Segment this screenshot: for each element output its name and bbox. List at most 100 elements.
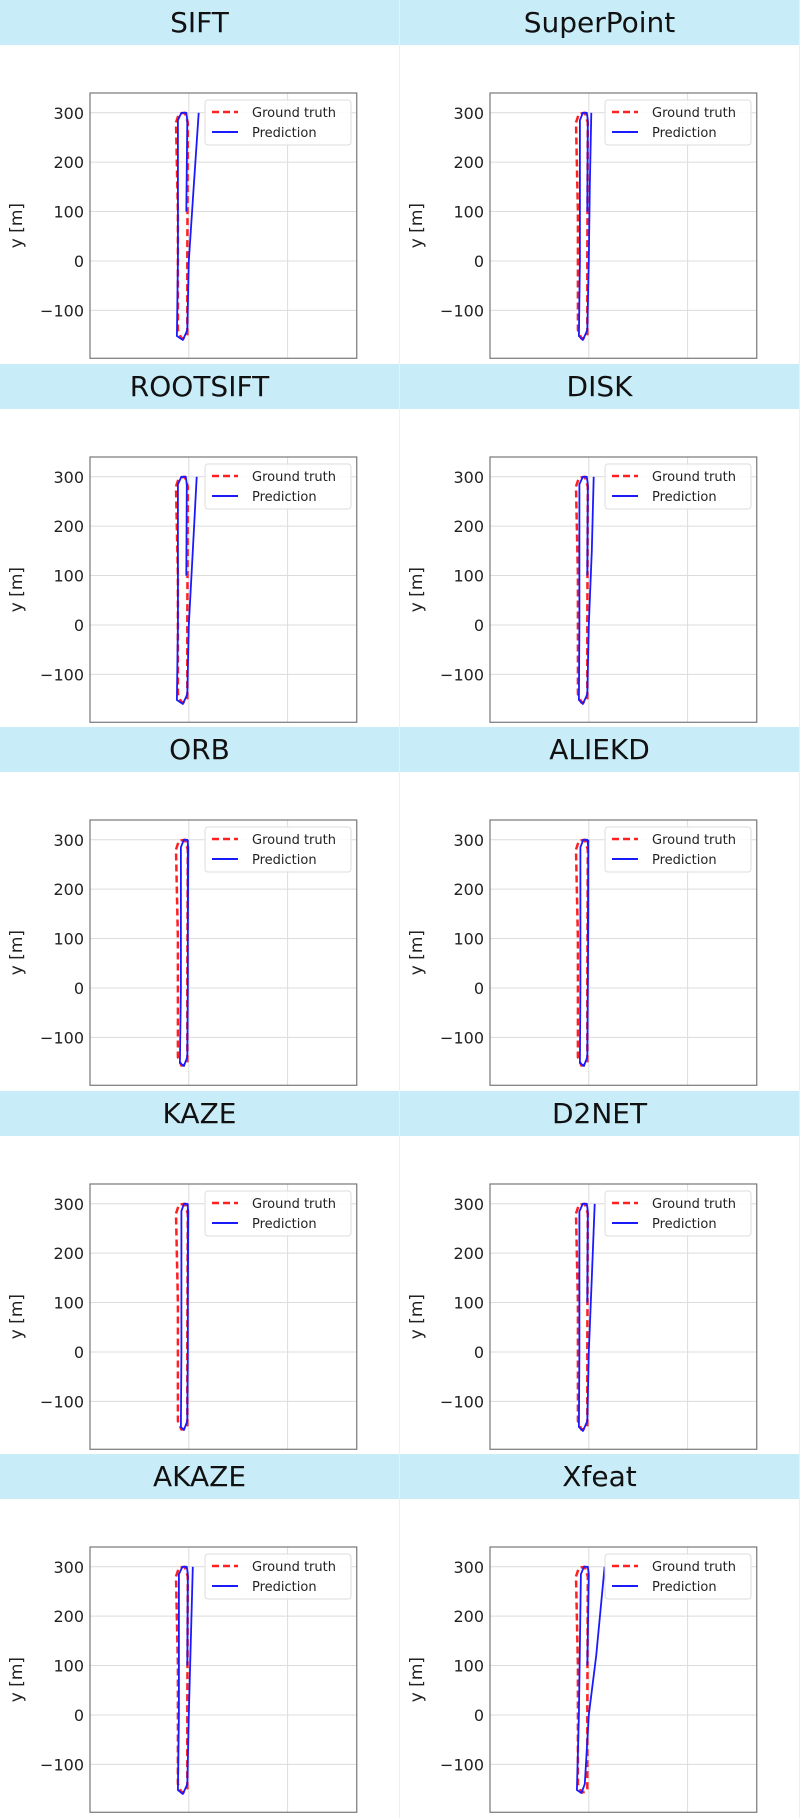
legend-ground-truth-label: Ground truth [252, 106, 336, 121]
axes-frame [89, 92, 358, 359]
y-tick-label: 200 [53, 1608, 84, 1627]
y-tick-label: 100 [53, 1657, 84, 1676]
trajectory-panel: KAZE−2000200−1000100200300x [m]y [m]Grou… [0, 1090, 400, 1455]
y-tick-label: 200 [53, 880, 84, 899]
y-tick-label: 200 [453, 1244, 484, 1263]
y-tick-label: 0 [474, 1706, 484, 1725]
panel-title: ALIEKD [400, 727, 799, 773]
legend: Ground truth Prediction [604, 826, 752, 873]
legend-ground-truth-label: Ground truth [252, 1560, 336, 1575]
axes-frame [489, 819, 758, 1087]
legend-ground-truth-label: Ground truth [652, 833, 736, 848]
legend: Ground truth Prediction [604, 1553, 752, 1600]
legend-prediction-label: Prediction [252, 853, 317, 868]
trajectory-plot: −2000200−1000100200300x [m]y [m]Ground t… [407, 455, 758, 723]
y-tick-label: −100 [440, 1029, 484, 1048]
y-tick-label: 300 [53, 1558, 84, 1577]
trajectory-panel: D2NET −2000200−1000100200300x [m]y [m]Gro… [400, 1090, 800, 1455]
prediction-line [577, 475, 595, 705]
y-tick-label: 100 [53, 1293, 84, 1312]
ground-truth-line [574, 475, 590, 704]
legend-box [204, 99, 352, 146]
prediction-line [577, 111, 593, 341]
y-tick-label: 200 [53, 1244, 84, 1263]
legend-ground-truth-label: Ground truth [652, 106, 736, 121]
trajectory-plot: −2000200−1000100200300x [m]y [m]Ground t… [407, 1183, 758, 1450]
panel-title: DISK [400, 363, 799, 409]
prediction-line [175, 475, 198, 705]
legend-prediction-label: Prediction [252, 490, 317, 505]
trajectory-panel: ALIEKD−2000200−1000100200300x [m]y [m]Gr… [400, 727, 800, 1091]
legend-prediction-label: Prediction [252, 1580, 317, 1595]
trajectory-panel: DISK−2000200−1000100200300x [m]y [m]Grou… [400, 363, 800, 728]
y-tick-label: 200 [453, 880, 484, 899]
y-tick-label: 300 [453, 831, 484, 850]
axes-frame [89, 1546, 358, 1814]
y-tick-label: 100 [53, 930, 84, 949]
trajectory-panel: Xfeat0200−1000100200300x [m]y [m]Ground … [400, 1454, 800, 1818]
y-tick-label: 0 [74, 979, 84, 998]
ground-truth-line [574, 838, 590, 1067]
legend: Ground truth Prediction [604, 463, 752, 510]
y-tick-label: 100 [453, 930, 484, 949]
legend-prediction-label: Prediction [652, 853, 717, 868]
trajectory-plot: −2000200−1000100200300x [m]y [m]Ground t… [7, 92, 358, 359]
panel-title: D2NET [400, 1090, 799, 1136]
legend-box [604, 1190, 752, 1237]
legend-ground-truth-label: Ground truth [252, 470, 336, 485]
legend-box [604, 826, 752, 873]
y-tick-label: 200 [453, 517, 484, 536]
panel-title: Xfeat [400, 1454, 799, 1500]
y-tick-label: 0 [474, 979, 484, 998]
ground-truth-line [574, 111, 590, 340]
y-axis-label: y [m] [407, 203, 427, 248]
axes-frame [89, 455, 358, 723]
trajectory-plot: −2000200−1000100200300x [m]y [m]Ground t… [407, 92, 758, 359]
y-axis-label: y [m] [407, 567, 427, 612]
y-tick-label: 200 [453, 153, 484, 172]
legend-ground-truth-label: Ground truth [252, 1197, 336, 1212]
trajectory-plot: −2000200−1000100200300x [m]y [m]Ground t… [7, 1546, 358, 1814]
legend-prediction-label: Prediction [252, 126, 317, 141]
panel-title: SIFT [0, 0, 399, 45]
y-tick-label: 0 [74, 1343, 84, 1362]
panel-title: ORB [0, 727, 399, 773]
y-axis-label: y [m] [407, 1294, 427, 1339]
y-axis-label: y [m] [407, 1657, 427, 1702]
trajectory-panel: SuperPoint−2000200−1000100200300x [m]y [… [400, 0, 800, 364]
prediction-line [578, 839, 590, 1068]
y-tick-label: −100 [40, 1029, 84, 1048]
prediction-line [178, 839, 190, 1068]
y-tick-label: −100 [440, 665, 484, 684]
legend: Ground truth Prediction [604, 1190, 752, 1237]
legend-ground-truth-label: Ground truth [652, 470, 736, 485]
panel-title: AKAZE [0, 1454, 399, 1500]
ground-truth-line [174, 838, 190, 1067]
axes-frame [489, 1546, 758, 1814]
legend-box [204, 1190, 352, 1237]
y-axis-label: y [m] [7, 203, 27, 248]
y-tick-label: −100 [40, 301, 84, 320]
legend: Ground truth Prediction [604, 99, 752, 146]
y-tick-label: −100 [440, 301, 484, 320]
legend-ground-truth-label: Ground truth [652, 1197, 736, 1212]
y-tick-label: 100 [53, 203, 84, 222]
y-tick-label: −100 [40, 1392, 84, 1411]
legend-prediction-label: Prediction [652, 1580, 717, 1595]
y-tick-label: −100 [40, 665, 84, 684]
legend-box [204, 463, 352, 510]
axes-frame [489, 1183, 758, 1450]
trajectory-plot: −2000200−1000100200300x [m]y [m]Ground t… [407, 819, 758, 1087]
legend: Ground truth Prediction [204, 463, 352, 510]
y-tick-label: 100 [453, 566, 484, 585]
prediction-line [175, 111, 200, 341]
y-tick-label: −100 [40, 1756, 84, 1775]
panel-title: SuperPoint [400, 0, 799, 45]
y-tick-label: 300 [453, 467, 484, 486]
trajectory-panel: ROOTSIFT−2000200−1000100200300x [m]y [m]… [0, 363, 400, 728]
y-tick-label: 200 [453, 1608, 484, 1627]
y-tick-label: 300 [453, 104, 484, 123]
y-tick-label: 300 [453, 1558, 484, 1577]
legend-prediction-label: Prediction [252, 1217, 317, 1232]
